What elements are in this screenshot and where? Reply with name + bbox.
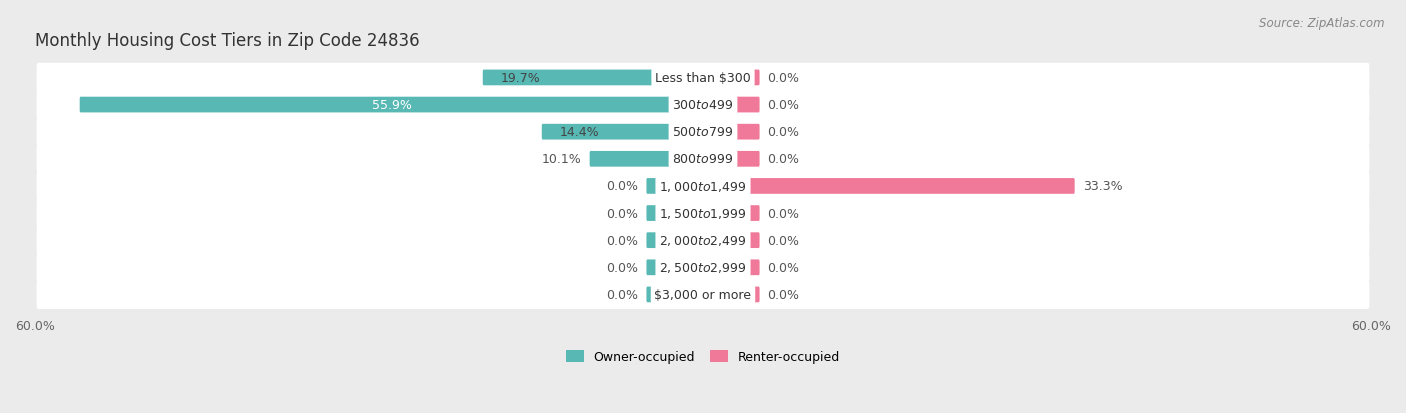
FancyBboxPatch shape xyxy=(37,64,1369,93)
FancyBboxPatch shape xyxy=(647,206,704,221)
FancyBboxPatch shape xyxy=(702,70,759,86)
Text: 0.0%: 0.0% xyxy=(768,261,800,274)
Text: 0.0%: 0.0% xyxy=(768,153,800,166)
FancyBboxPatch shape xyxy=(702,152,759,167)
Text: $3,000 or more: $3,000 or more xyxy=(655,288,751,301)
Text: 10.1%: 10.1% xyxy=(541,153,582,166)
FancyBboxPatch shape xyxy=(37,199,1369,228)
Text: $800 to $999: $800 to $999 xyxy=(672,153,734,166)
Text: 19.7%: 19.7% xyxy=(501,72,540,85)
Text: $1,000 to $1,499: $1,000 to $1,499 xyxy=(659,180,747,193)
FancyBboxPatch shape xyxy=(37,145,1369,174)
FancyBboxPatch shape xyxy=(702,233,759,249)
FancyBboxPatch shape xyxy=(647,179,704,195)
Text: 0.0%: 0.0% xyxy=(606,261,638,274)
Text: $300 to $499: $300 to $499 xyxy=(672,99,734,112)
FancyBboxPatch shape xyxy=(647,260,704,275)
Text: $1,500 to $1,999: $1,500 to $1,999 xyxy=(659,206,747,221)
FancyBboxPatch shape xyxy=(37,118,1369,147)
FancyBboxPatch shape xyxy=(702,179,1074,195)
Text: 0.0%: 0.0% xyxy=(768,126,800,139)
FancyBboxPatch shape xyxy=(647,233,704,249)
FancyBboxPatch shape xyxy=(37,280,1369,309)
Text: 0.0%: 0.0% xyxy=(768,207,800,220)
Text: 55.9%: 55.9% xyxy=(371,99,412,112)
Text: Monthly Housing Cost Tiers in Zip Code 24836: Monthly Housing Cost Tiers in Zip Code 2… xyxy=(35,31,419,50)
FancyBboxPatch shape xyxy=(541,124,704,140)
FancyBboxPatch shape xyxy=(702,287,759,303)
Text: $2,000 to $2,499: $2,000 to $2,499 xyxy=(659,234,747,247)
Text: 0.0%: 0.0% xyxy=(768,72,800,85)
Text: 0.0%: 0.0% xyxy=(768,99,800,112)
FancyBboxPatch shape xyxy=(647,287,704,303)
Text: 14.4%: 14.4% xyxy=(560,126,599,139)
Text: 0.0%: 0.0% xyxy=(606,234,638,247)
Text: 0.0%: 0.0% xyxy=(768,234,800,247)
FancyBboxPatch shape xyxy=(702,97,759,113)
Text: 0.0%: 0.0% xyxy=(606,207,638,220)
FancyBboxPatch shape xyxy=(37,226,1369,255)
Text: 0.0%: 0.0% xyxy=(768,288,800,301)
FancyBboxPatch shape xyxy=(702,206,759,221)
FancyBboxPatch shape xyxy=(482,70,704,86)
Text: 0.0%: 0.0% xyxy=(606,180,638,193)
FancyBboxPatch shape xyxy=(37,253,1369,282)
Text: $2,500 to $2,999: $2,500 to $2,999 xyxy=(659,261,747,275)
FancyBboxPatch shape xyxy=(589,152,704,167)
Text: Source: ZipAtlas.com: Source: ZipAtlas.com xyxy=(1260,17,1385,29)
FancyBboxPatch shape xyxy=(80,97,704,113)
Text: 33.3%: 33.3% xyxy=(1083,180,1122,193)
FancyBboxPatch shape xyxy=(702,260,759,275)
Text: 0.0%: 0.0% xyxy=(606,288,638,301)
Text: $500 to $799: $500 to $799 xyxy=(672,126,734,139)
FancyBboxPatch shape xyxy=(37,91,1369,120)
FancyBboxPatch shape xyxy=(37,172,1369,201)
Text: Less than $300: Less than $300 xyxy=(655,72,751,85)
Legend: Owner-occupied, Renter-occupied: Owner-occupied, Renter-occupied xyxy=(567,350,839,363)
FancyBboxPatch shape xyxy=(702,124,759,140)
